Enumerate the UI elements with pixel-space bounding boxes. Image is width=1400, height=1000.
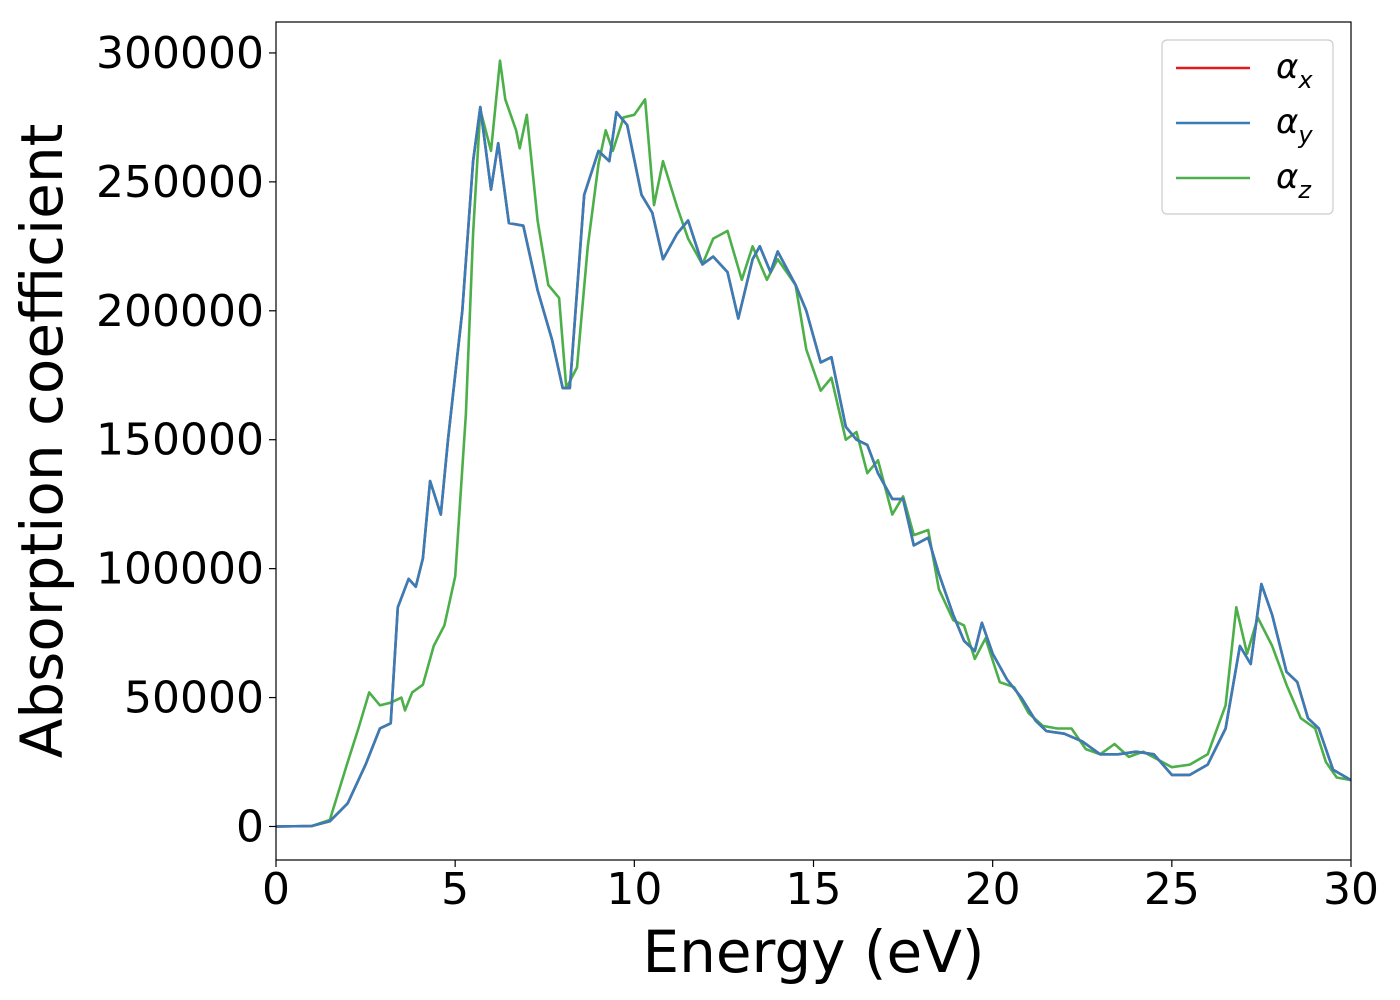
y-tick-label: 300000	[96, 28, 264, 79]
series-line-y	[275, 105, 1352, 828]
legend-symbol: α	[1276, 157, 1298, 197]
x-tick-label: 0	[262, 864, 290, 915]
x-tick-label: 20	[965, 864, 1021, 915]
legend-box	[1161, 39, 1334, 215]
y-tick-label: 150000	[96, 415, 264, 466]
legend-label-y: αy	[1276, 102, 1313, 149]
legend-subscript: y	[1297, 121, 1313, 149]
y-tick-label: 0	[236, 801, 264, 852]
x-tick-label: 30	[1323, 864, 1379, 915]
series-line-x	[275, 105, 1352, 828]
y-axis-label: Absorption coefficient	[8, 124, 76, 759]
ticks-layer: 0 5 10 15 20 25 30 0 50000 100000 150000 200000 2500…	[96, 28, 1379, 915]
legend-label-x: αx	[1276, 47, 1313, 94]
y-tick-label: 100000	[96, 544, 264, 595]
x-tick-label: 5	[441, 864, 469, 915]
y-tick-label: 50000	[124, 673, 264, 724]
legend-subscript: x	[1297, 66, 1313, 94]
legend-subscript: z	[1297, 176, 1312, 204]
x-tick-label: 15	[786, 864, 842, 915]
legend-symbol: α	[1276, 47, 1298, 87]
x-tick-label: 25	[1144, 864, 1200, 915]
y-tick-label: 250000	[96, 157, 264, 208]
series-layer	[275, 59, 1352, 828]
legend-symbol: α	[1276, 102, 1298, 142]
x-axis-label: Energy (eV)	[642, 918, 984, 986]
y-tick-label: 200000	[96, 286, 264, 337]
legend-label-z: αz	[1276, 157, 1312, 204]
x-tick-label: 10	[606, 864, 662, 915]
